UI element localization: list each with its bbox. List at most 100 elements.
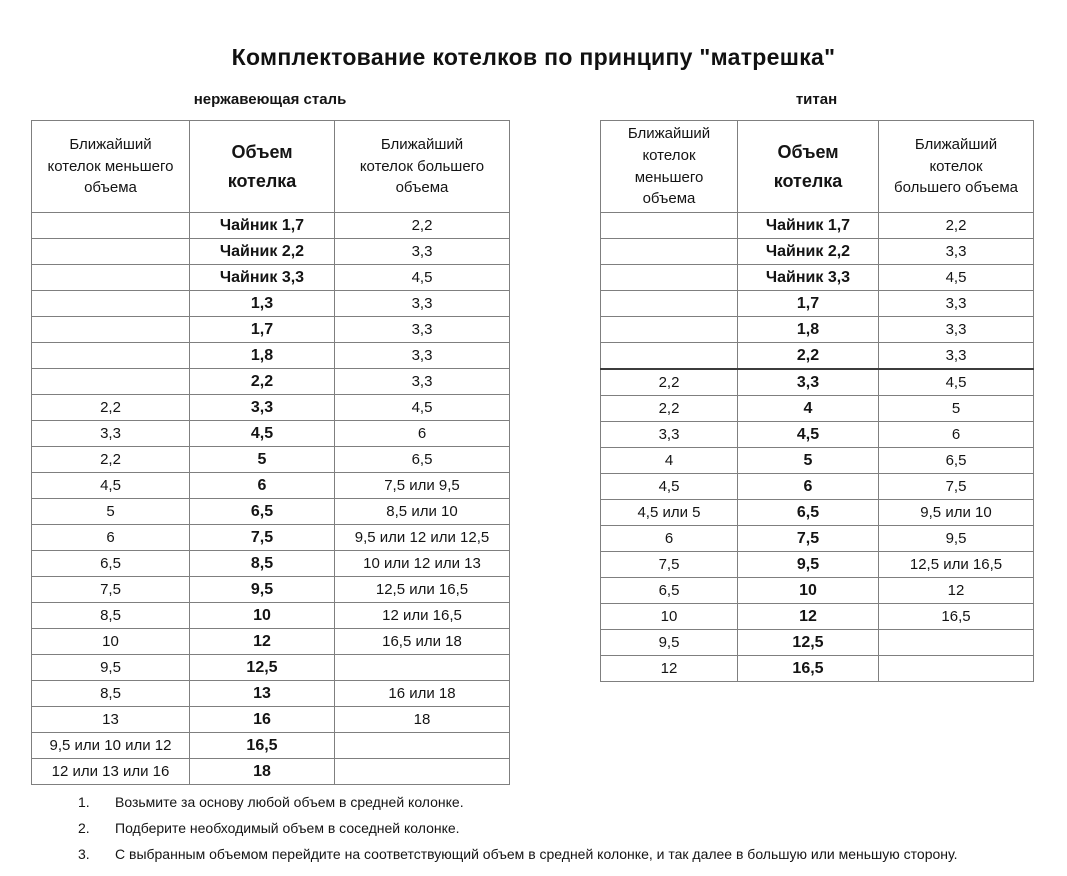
larger-volume-cell: 6,5 — [878, 447, 1034, 474]
volume-cell: 16 — [189, 706, 335, 733]
instruction-text: Подберите необходимый объем в соседней к… — [115, 820, 460, 836]
smaller-volume-cell: 2,2 — [31, 446, 190, 473]
smaller-volume-cell: 10 — [600, 603, 738, 630]
volume-cell: Чайник 2,2 — [189, 238, 335, 265]
table-row: 6,5 8,5 10 или 12 или 13 — [31, 550, 510, 577]
smaller-volume-cell: 6 — [31, 524, 190, 551]
larger-volume-cell: 12,5 или 16,5 — [334, 576, 510, 603]
volume-cell: 1,8 — [737, 316, 879, 343]
table-row: 1,3 3,3 — [31, 290, 510, 317]
table-row: 1,7 3,3 — [600, 290, 1034, 317]
smaller-volume-cell: 8,5 — [31, 602, 190, 629]
smaller-volume-cell: 3,3 — [31, 420, 190, 447]
volume-cell: 5 — [737, 447, 879, 474]
table-row: 6,5 10 12 — [600, 577, 1034, 604]
smaller-volume-cell: 9,5 — [31, 654, 190, 681]
larger-volume-cell: 16,5 или 18 — [334, 628, 510, 655]
larger-volume-cell: 3,3 — [878, 316, 1034, 343]
smaller-volume-cell — [31, 342, 190, 369]
instruction-item: 2. Подберите необходимый объем в соседней… — [78, 820, 1038, 846]
larger-volume-cell: 4,5 — [334, 394, 510, 421]
larger-volume-cell: 3,3 — [334, 290, 510, 317]
table-row: 2,2 5 6,5 — [31, 446, 510, 473]
smaller-volume-cell: 5 — [31, 498, 190, 525]
volume-cell: 4,5 — [737, 421, 879, 448]
instruction-number: 1. — [78, 794, 90, 810]
volume-cell: 7,5 — [737, 525, 879, 552]
larger-volume-cell: 6 — [334, 420, 510, 447]
larger-volume-cell: 2,2 — [878, 212, 1034, 239]
table-row: Чайник 2,2 3,3 — [31, 238, 510, 265]
larger-volume-cell: 9,5 или 12 или 12,5 — [334, 524, 510, 551]
larger-volume-cell: 12,5 или 16,5 — [878, 551, 1034, 578]
table-row: 8,5 13 16 или 18 — [31, 680, 510, 707]
larger-volume-cell: 4,5 — [334, 264, 510, 291]
smaller-volume-cell: 6,5 — [600, 577, 738, 604]
titanium-table: Ближайший котелок меньшего объема Объем к… — [600, 120, 1034, 682]
larger-volume-cell: 16,5 — [878, 603, 1034, 630]
table-row: 1,8 3,3 — [31, 342, 510, 369]
smaller-volume-cell: 6 — [600, 525, 738, 552]
volume-cell: 2,2 — [189, 368, 335, 395]
instruction-number: 3. — [78, 846, 90, 862]
volume-cell: 1,7 — [189, 316, 335, 343]
volume-cell: 12,5 — [189, 654, 335, 681]
smaller-volume-cell: 6,5 — [31, 550, 190, 577]
larger-volume-cell: 7,5 или 9,5 — [334, 472, 510, 499]
smaller-volume-cell — [600, 264, 738, 291]
smaller-volume-cell: 4,5 — [600, 473, 738, 500]
smaller-volume-cell: 7,5 — [600, 551, 738, 578]
instruction-item: 1. Возьмите за основу любой объем в средн… — [78, 794, 1038, 820]
smaller-volume-cell — [600, 316, 738, 343]
column-header: Ближайший котелок большего объема — [878, 120, 1034, 213]
larger-volume-cell: 3,3 — [878, 238, 1034, 265]
larger-volume-cell: 12 — [878, 577, 1034, 604]
column-header: Ближайший котелок меньшего объема — [600, 120, 738, 213]
volume-cell: 1,7 — [737, 290, 879, 317]
larger-volume-cell — [878, 629, 1034, 656]
table-row: 4,5 или 5 6,5 9,5 или 10 — [600, 499, 1034, 526]
volume-cell: 4 — [737, 395, 879, 422]
subtitle-stainless-steel: нержавеющая сталь — [193, 91, 347, 108]
larger-volume-cell: 18 — [334, 706, 510, 733]
larger-volume-cell: 3,3 — [878, 290, 1034, 317]
table-row: 2,2 3,3 4,5 — [600, 368, 1034, 396]
volume-cell: 13 — [189, 680, 335, 707]
stainless-steel-table: Ближайший котелок меньшего объема Объем к… — [31, 120, 510, 785]
volume-cell: 9,5 — [189, 576, 335, 603]
volume-cell: Чайник 3,3 — [189, 264, 335, 291]
smaller-volume-cell — [31, 264, 190, 291]
table-row: 9,5 или 10 или 12 16,5 — [31, 732, 510, 759]
volume-cell: 1,3 — [189, 290, 335, 317]
table-row: 4 5 6,5 — [600, 447, 1034, 474]
volume-cell: 6,5 — [189, 498, 335, 525]
table-row: 4,5 6 7,5 или 9,5 — [31, 472, 510, 499]
smaller-volume-cell: 2,2 — [600, 395, 738, 422]
volume-cell: Чайник 1,7 — [737, 212, 879, 239]
larger-volume-cell — [334, 732, 510, 759]
smaller-volume-cell — [600, 238, 738, 265]
table-row: 1,7 3,3 — [31, 316, 510, 343]
smaller-volume-cell — [31, 212, 190, 239]
smaller-volume-cell — [31, 316, 190, 343]
larger-volume-cell: 16 или 18 — [334, 680, 510, 707]
volume-cell: 6 — [189, 472, 335, 499]
smaller-volume-cell: 2,2 — [31, 394, 190, 421]
volume-cell: 9,5 — [737, 551, 879, 578]
larger-volume-cell: 5 — [878, 395, 1034, 422]
larger-volume-cell: 3,3 — [334, 316, 510, 343]
larger-volume-cell: 3,3 — [334, 342, 510, 369]
column-header: Объем котелка — [189, 120, 335, 213]
volume-cell: 6 — [737, 473, 879, 500]
larger-volume-cell: 8,5 или 10 — [334, 498, 510, 525]
volume-cell: 12 — [737, 603, 879, 630]
volume-cell: 16,5 — [737, 655, 879, 682]
smaller-volume-cell: 9,5 — [600, 629, 738, 656]
larger-volume-cell: 7,5 — [878, 473, 1034, 500]
volume-cell: 3,3 — [737, 368, 879, 396]
volume-cell: 1,8 — [189, 342, 335, 369]
smaller-volume-cell: 2,2 — [600, 368, 738, 396]
smaller-volume-cell — [600, 290, 738, 317]
table-row: 9,5 12,5 — [600, 629, 1034, 656]
table-row: 12 или 13 или 16 18 — [31, 758, 510, 785]
